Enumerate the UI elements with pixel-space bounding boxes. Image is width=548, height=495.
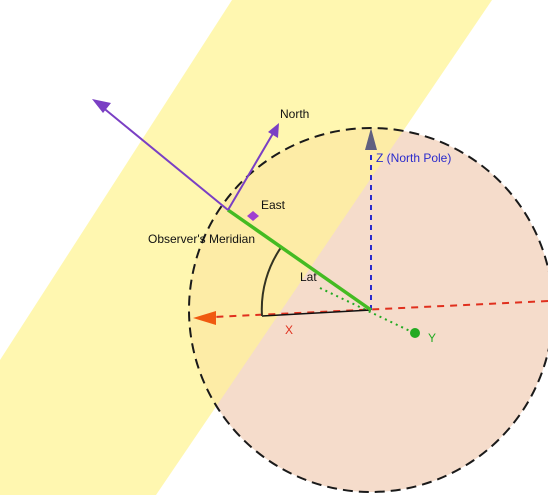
lat-label: Lat: [300, 270, 317, 284]
zenith-arrowhead: [92, 99, 111, 113]
zenith-arrow-line: [100, 105, 229, 211]
x-axis-arrowhead: [193, 311, 216, 325]
east-marker: [247, 211, 259, 221]
z-axis-label: Z (North Pole): [376, 151, 451, 165]
y-axis-marker: [410, 328, 420, 338]
lat-baseline: [261, 309, 372, 317]
north-label: North: [280, 107, 309, 121]
sunlight-band-overlap: [189, 128, 492, 492]
z-axis-arrowhead: [365, 128, 377, 150]
y-axis-line: [319, 287, 413, 333]
north-arrow-line: [227, 129, 276, 211]
meridian-label: Observer's Meridian: [148, 232, 255, 246]
meridian-line: [226, 208, 373, 312]
x-axis-label: X: [285, 323, 293, 337]
sunlight-band: [0, 0, 492, 495]
lat-arc: [260, 245, 283, 317]
east-label: East: [261, 198, 286, 212]
north-arrowhead: [268, 123, 279, 138]
x-axis-line: [213, 300, 548, 318]
y-axis-label: Y: [428, 331, 436, 345]
